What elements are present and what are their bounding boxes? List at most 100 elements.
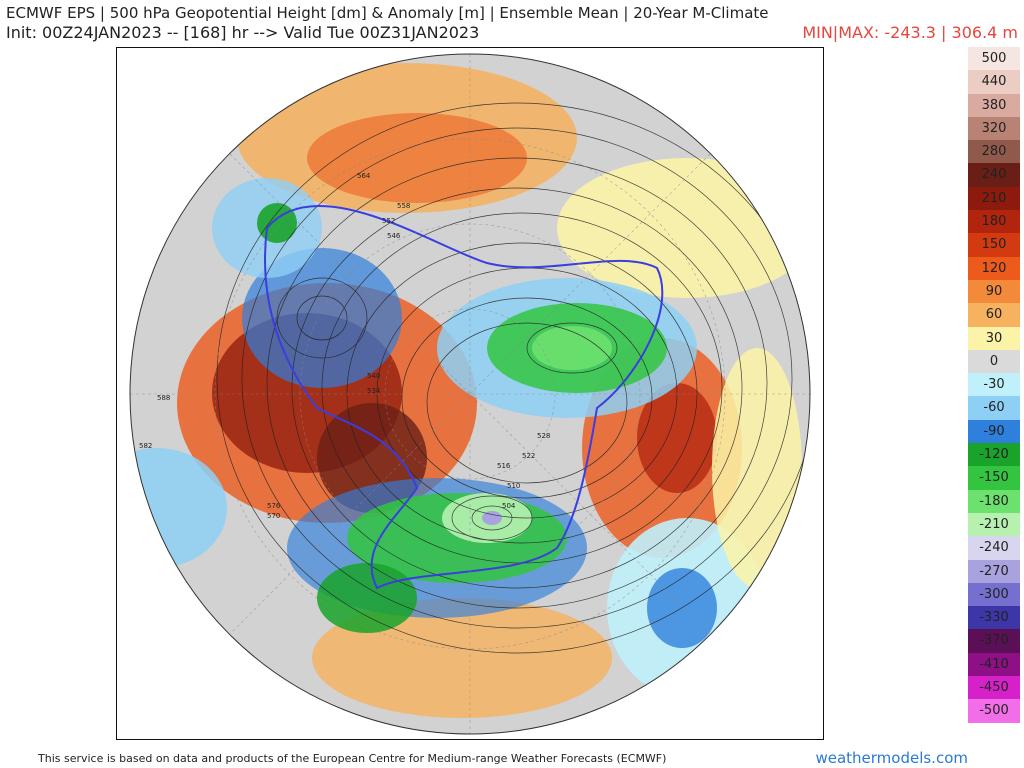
legend-label: 60 xyxy=(985,307,1003,323)
legend-row: 150 xyxy=(968,233,1020,257)
legend-swatch xyxy=(968,699,1020,723)
legend-swatch xyxy=(968,163,1020,187)
legend-row: -150 xyxy=(968,466,1020,490)
legend-row: -240 xyxy=(968,536,1020,560)
header: ECMWF EPS | 500 hPa Geopotential Height … xyxy=(6,2,1018,46)
legend-label: -330 xyxy=(979,610,1009,626)
legend-swatch xyxy=(968,140,1020,164)
legend-swatch xyxy=(968,606,1020,630)
legend-row: -410 xyxy=(968,652,1020,677)
legend-row: 30 xyxy=(968,326,1020,350)
legend-label: 440 xyxy=(981,74,1007,90)
legend-label: -500 xyxy=(979,703,1009,719)
legend-row: 210 xyxy=(968,186,1020,211)
legend-swatch xyxy=(968,373,1020,397)
legend-label: -450 xyxy=(979,680,1009,696)
legend-row: -330 xyxy=(968,606,1020,630)
contour-label: 546 xyxy=(387,232,401,240)
legend-swatch xyxy=(968,466,1020,490)
contour-label: 552 xyxy=(382,217,395,225)
legend-label: -180 xyxy=(979,493,1009,509)
legend-swatch xyxy=(968,512,1020,537)
contour-label: 510 xyxy=(507,482,520,490)
legend-label: 0 xyxy=(989,353,999,369)
legend-row: -120 xyxy=(968,443,1020,467)
legend-label: 380 xyxy=(981,97,1007,113)
legend-row: -500 xyxy=(968,699,1020,723)
legend-label: 90 xyxy=(985,283,1003,299)
chart-title: ECMWF EPS | 500 hPa Geopotential Height … xyxy=(6,4,769,22)
legend-label: -60 xyxy=(983,400,1005,416)
contour-label: 516 xyxy=(497,462,511,470)
legend-row: -210 xyxy=(968,512,1020,537)
legend-swatch xyxy=(968,443,1020,467)
contour-label: 504 xyxy=(502,502,516,510)
legend-row: -450 xyxy=(968,676,1020,700)
legend-swatch xyxy=(968,582,1020,607)
legend-label: -300 xyxy=(979,586,1009,602)
legend-swatch xyxy=(968,70,1020,94)
legend-row: 90 xyxy=(968,279,1020,304)
legend-swatch xyxy=(968,559,1020,583)
legend-row: 120 xyxy=(968,256,1020,280)
legend-row: -180 xyxy=(968,489,1020,513)
map-panel[interactable]: 588 582 576 570 564 558 552 546 540 534 528 522 516 5… xyxy=(116,47,824,740)
min-max-readout: MIN|MAX: -243.3 | 306.4 m xyxy=(802,23,1018,42)
contour-label: 558 xyxy=(397,202,410,210)
legend-label: 210 xyxy=(981,190,1007,206)
legend-label: -210 xyxy=(979,516,1009,532)
legend-label: -410 xyxy=(979,656,1009,672)
legend-label: 30 xyxy=(985,330,1003,346)
contour-label: 582 xyxy=(139,442,152,450)
contour-label: 528 xyxy=(537,432,550,440)
legend-label: 240 xyxy=(981,167,1007,183)
legend-swatch xyxy=(968,93,1020,117)
legend-label: -30 xyxy=(983,377,1005,393)
legend-label: 320 xyxy=(981,120,1007,136)
legend-label: -150 xyxy=(979,470,1009,486)
legend-swatch xyxy=(968,279,1020,304)
legend-row: 500 xyxy=(968,47,1020,71)
legend-swatch xyxy=(968,256,1020,280)
legend-swatch xyxy=(968,629,1020,653)
legend-row: 380 xyxy=(968,93,1020,117)
contour-label: 522 xyxy=(522,452,535,460)
contour-label: 576 xyxy=(267,502,281,510)
legend-swatch xyxy=(968,419,1020,444)
legend-swatch xyxy=(968,489,1020,513)
legend-swatch xyxy=(968,116,1020,141)
legend-label: 180 xyxy=(981,214,1007,230)
contour-label: 564 xyxy=(357,172,371,180)
legend-label: 120 xyxy=(981,260,1007,276)
legend-row: -60 xyxy=(968,396,1020,420)
legend-row: 60 xyxy=(968,303,1020,327)
legend-swatch xyxy=(968,536,1020,560)
contour-label: 570 xyxy=(267,512,280,520)
map-disc xyxy=(130,54,810,734)
legend-row: -90 xyxy=(968,419,1020,444)
legend-label: 150 xyxy=(981,237,1007,253)
legend-label: -270 xyxy=(979,563,1009,579)
legend-swatch xyxy=(968,303,1020,327)
legend-swatch xyxy=(968,233,1020,257)
legend-label: -370 xyxy=(979,633,1009,649)
contour-label: 540 xyxy=(367,372,380,380)
legend-row: -270 xyxy=(968,559,1020,583)
legend-swatch xyxy=(968,47,1020,71)
contour-label: 588 xyxy=(157,394,170,402)
legend-swatch xyxy=(968,396,1020,420)
legend-row: 180 xyxy=(968,210,1020,234)
anomaly-color-legend: 500 440 380 320 280 240 210 180 150 120 90 60 30 0 -30… xyxy=(968,47,1020,745)
legend-row: 0 xyxy=(968,349,1020,374)
legend-row: -370 xyxy=(968,629,1020,653)
legend-swatch xyxy=(968,186,1020,211)
legend-swatch xyxy=(968,676,1020,700)
legend-row: 280 xyxy=(968,140,1020,164)
legend-label: 500 xyxy=(981,51,1007,66)
legend-label: -240 xyxy=(979,540,1009,556)
legend-label: -90 xyxy=(983,423,1005,439)
legend-swatch xyxy=(968,652,1020,677)
site-link[interactable]: weathermodels.com xyxy=(815,749,968,767)
